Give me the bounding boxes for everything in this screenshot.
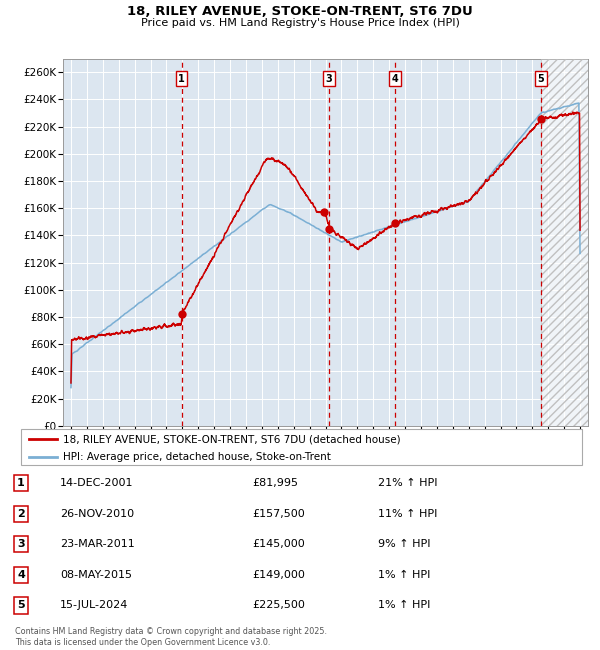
Text: Price paid vs. HM Land Registry's House Price Index (HPI): Price paid vs. HM Land Registry's House … [140, 18, 460, 28]
FancyBboxPatch shape [21, 429, 582, 465]
Text: 15-JUL-2024: 15-JUL-2024 [60, 601, 128, 610]
Text: £157,500: £157,500 [252, 509, 305, 519]
Text: 3: 3 [326, 74, 332, 84]
Text: £81,995: £81,995 [252, 478, 298, 488]
Text: 1: 1 [178, 74, 185, 84]
Text: 5: 5 [17, 601, 25, 610]
Text: 1% ↑ HPI: 1% ↑ HPI [378, 601, 430, 610]
Text: 3: 3 [17, 540, 25, 549]
Text: £149,000: £149,000 [252, 570, 305, 580]
Text: 2: 2 [17, 509, 25, 519]
Text: 26-NOV-2010: 26-NOV-2010 [60, 509, 134, 519]
Text: £145,000: £145,000 [252, 540, 305, 549]
Text: 18, RILEY AVENUE, STOKE-ON-TRENT, ST6 7DU: 18, RILEY AVENUE, STOKE-ON-TRENT, ST6 7D… [127, 5, 473, 18]
Text: £225,500: £225,500 [252, 601, 305, 610]
Text: 11% ↑ HPI: 11% ↑ HPI [378, 509, 437, 519]
Text: HPI: Average price, detached house, Stoke-on-Trent: HPI: Average price, detached house, Stok… [63, 452, 331, 462]
Text: 21% ↑ HPI: 21% ↑ HPI [378, 478, 437, 488]
Text: 18, RILEY AVENUE, STOKE-ON-TRENT, ST6 7DU (detached house): 18, RILEY AVENUE, STOKE-ON-TRENT, ST6 7D… [63, 434, 401, 444]
Text: 08-MAY-2015: 08-MAY-2015 [60, 570, 132, 580]
Text: 9% ↑ HPI: 9% ↑ HPI [378, 540, 431, 549]
Bar [541, 58, 588, 426]
Text: 4: 4 [391, 74, 398, 84]
Text: 1% ↑ HPI: 1% ↑ HPI [378, 570, 430, 580]
Text: 23-MAR-2011: 23-MAR-2011 [60, 540, 135, 549]
Text: 5: 5 [538, 74, 544, 84]
Text: Contains HM Land Registry data © Crown copyright and database right 2025.
This d: Contains HM Land Registry data © Crown c… [15, 627, 327, 647]
Text: 4: 4 [17, 570, 25, 580]
Text: 14-DEC-2001: 14-DEC-2001 [60, 478, 133, 488]
Text: 1: 1 [17, 478, 25, 488]
